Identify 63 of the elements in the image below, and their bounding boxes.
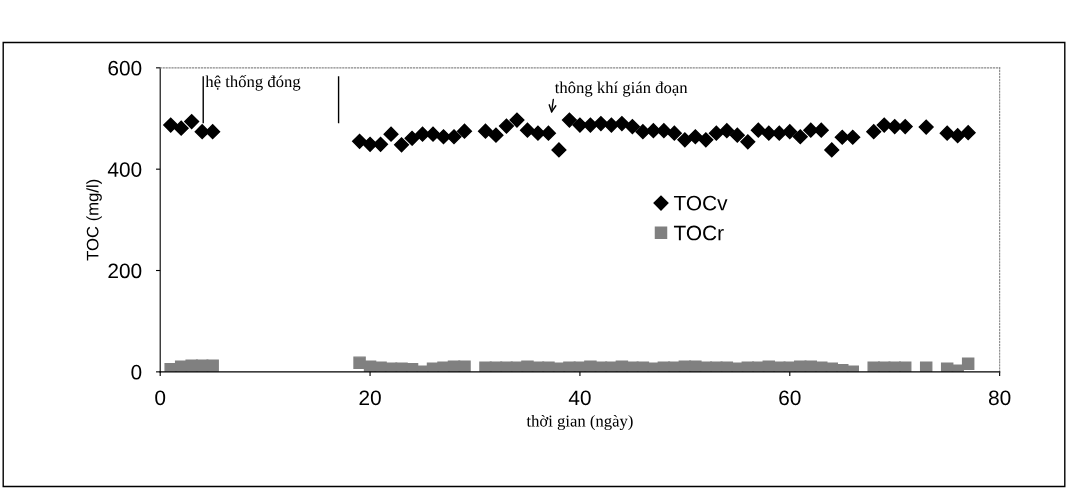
point <box>666 125 682 141</box>
point <box>729 127 745 143</box>
point <box>719 123 735 139</box>
point <box>458 360 471 372</box>
y-tick-label: 600 <box>108 60 142 76</box>
legend-label: TOCv <box>673 195 728 211</box>
point <box>624 119 640 135</box>
point <box>498 118 515 134</box>
annotation: hệ thống đóng <box>205 74 301 91</box>
point <box>551 142 567 158</box>
point <box>677 132 693 148</box>
point <box>404 130 420 146</box>
legend-label: TOCr <box>673 225 724 241</box>
point <box>477 123 494 139</box>
point <box>824 142 840 158</box>
point <box>866 124 882 140</box>
point <box>656 123 672 139</box>
x-tick-label: 60 <box>779 390 801 406</box>
x-tick-label: 0 <box>155 390 166 406</box>
y-tick-label: 200 <box>108 263 142 279</box>
point <box>351 133 368 149</box>
point <box>456 123 473 139</box>
annotation: thông khí gián đoạn <box>554 81 688 97</box>
x-tick-label: 40 <box>568 390 591 406</box>
point <box>845 129 861 145</box>
point <box>163 117 179 133</box>
point <box>698 132 714 148</box>
point <box>950 128 966 144</box>
point <box>740 134 756 150</box>
y-tick-label: 400 <box>107 162 142 177</box>
point <box>960 125 976 141</box>
point <box>184 113 200 130</box>
point <box>383 126 399 142</box>
x-tick-label: 20 <box>359 390 381 406</box>
point <box>961 357 975 370</box>
point <box>750 122 766 138</box>
point <box>425 126 441 142</box>
point <box>173 120 189 136</box>
x-axis-title: thời gian (ngày) <box>526 414 633 431</box>
y-axis-title: TOC (mg/l) <box>86 179 102 261</box>
point <box>194 124 210 140</box>
point <box>362 136 378 152</box>
point <box>614 116 630 132</box>
point <box>393 137 410 153</box>
point <box>206 359 219 372</box>
x-tick-label: 80 <box>988 390 1011 406</box>
point <box>687 129 703 145</box>
point <box>593 116 609 132</box>
point <box>519 122 536 138</box>
point <box>561 112 578 128</box>
point <box>782 124 798 140</box>
point <box>918 119 934 135</box>
point <box>509 112 525 128</box>
point <box>446 129 462 145</box>
point <box>876 117 892 133</box>
point <box>205 124 221 140</box>
point <box>488 127 504 143</box>
point <box>353 356 366 369</box>
point <box>792 129 808 145</box>
point <box>708 125 724 141</box>
y-tick-label: 0 <box>131 364 142 380</box>
point <box>603 117 619 133</box>
point <box>635 124 651 140</box>
